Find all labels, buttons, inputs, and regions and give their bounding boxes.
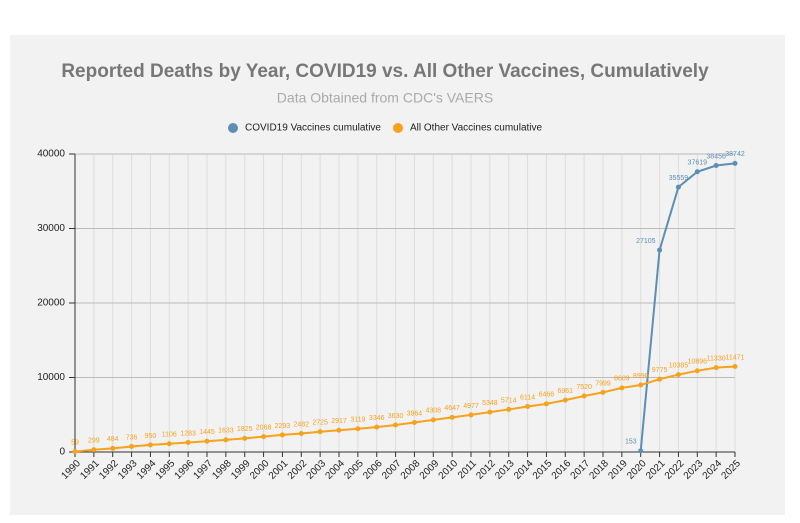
- data-label: 2482: [293, 421, 309, 428]
- series-line: [74, 365, 736, 453]
- legend-marker: [228, 123, 238, 133]
- point: [657, 376, 663, 382]
- data-label: 2725: [312, 420, 328, 427]
- data-label: 2068: [256, 424, 272, 431]
- point: [581, 393, 587, 399]
- y-tick-label: 10000: [37, 372, 65, 383]
- point: [110, 445, 116, 451]
- data-label: 484: [107, 436, 119, 443]
- point: [91, 447, 97, 453]
- point: [657, 247, 663, 253]
- point: [185, 439, 191, 445]
- point: [694, 368, 700, 374]
- point: [619, 385, 625, 391]
- data-label: 59: [71, 439, 79, 446]
- data-label: 11471: [726, 354, 745, 361]
- data-label: 3964: [407, 410, 423, 417]
- data-label: 7520: [576, 384, 592, 391]
- chart-subtitle: Data Obtained from CDC's VAERS: [277, 90, 493, 106]
- point: [147, 442, 153, 448]
- data-label: 10896: [688, 359, 708, 366]
- point: [600, 389, 606, 395]
- data-label: 6466: [539, 392, 555, 399]
- point: [732, 364, 738, 370]
- data-label: 3119: [350, 417, 365, 424]
- data-label: 35559: [669, 175, 689, 182]
- data-label: 5348: [482, 400, 498, 407]
- data-label: 1633: [218, 428, 234, 435]
- point: [374, 424, 380, 430]
- point: [317, 429, 323, 435]
- data-label: 1283: [180, 430, 196, 437]
- data-label: 3630: [388, 413, 404, 420]
- point: [449, 414, 455, 420]
- point: [72, 449, 78, 455]
- point: [562, 397, 568, 403]
- data-label: 1825: [237, 426, 253, 433]
- point: [279, 432, 285, 438]
- point: [393, 422, 399, 428]
- data-label: 6114: [520, 394, 535, 401]
- point: [675, 184, 681, 190]
- legend-marker: [393, 123, 403, 133]
- point: [204, 438, 210, 444]
- y-tick-label: 30000: [37, 223, 65, 234]
- data-label: 3346: [369, 415, 385, 422]
- point: [543, 401, 549, 407]
- data-label: 11330: [707, 355, 726, 362]
- point: [411, 419, 417, 425]
- data-label: 8609: [614, 376, 630, 383]
- point: [430, 417, 436, 423]
- legend-label: COVID19 Vaccines cumulative: [245, 123, 381, 134]
- data-label: 10385: [669, 362, 689, 369]
- data-label: 153: [625, 439, 637, 446]
- point: [638, 382, 644, 388]
- point: [336, 427, 342, 433]
- point: [261, 434, 267, 440]
- point: [468, 412, 474, 418]
- data-label: 299: [88, 438, 100, 445]
- point: [298, 431, 304, 437]
- data-label: 6961: [557, 388, 573, 395]
- point: [713, 365, 719, 371]
- point: [487, 409, 493, 415]
- y-tick-label: 0: [59, 447, 65, 458]
- y-tick-label: 20000: [37, 298, 65, 309]
- data-label: 736: [126, 434, 138, 441]
- point: [129, 444, 135, 450]
- data-label: 37619: [688, 160, 708, 167]
- panel: [10, 35, 785, 515]
- data-label: 8990: [633, 373, 649, 380]
- data-label: 7999: [595, 380, 611, 387]
- point: [732, 160, 738, 166]
- data-label: 4977: [463, 403, 479, 410]
- point: [694, 169, 700, 175]
- data-label: 27105: [636, 238, 656, 245]
- point: [675, 372, 681, 378]
- point: [638, 448, 644, 454]
- point: [525, 403, 531, 409]
- data-label: 4308: [425, 408, 441, 415]
- point: [355, 426, 361, 432]
- data-label: 38456: [706, 153, 726, 160]
- data-label: 9775: [652, 367, 668, 374]
- data-label: 38742: [725, 151, 745, 158]
- data-label: 4647: [444, 405, 460, 412]
- y-tick-label: 40000: [37, 149, 65, 160]
- data-label: 5714: [501, 397, 517, 404]
- chart-title: Reported Deaths by Year, COVID19 vs. All…: [61, 61, 709, 82]
- legend-label: All Other Vaccines cumulative: [410, 123, 543, 134]
- data-label: 950: [145, 433, 157, 440]
- point: [506, 406, 512, 412]
- point: [713, 163, 719, 169]
- data-label: 2917: [331, 418, 347, 425]
- point: [166, 441, 172, 447]
- point: [242, 435, 248, 441]
- data-label: 2293: [275, 423, 291, 430]
- point: [223, 437, 229, 443]
- data-label: 1445: [199, 429, 215, 436]
- series-line: [639, 162, 736, 451]
- data-label: 1106: [162, 432, 177, 439]
